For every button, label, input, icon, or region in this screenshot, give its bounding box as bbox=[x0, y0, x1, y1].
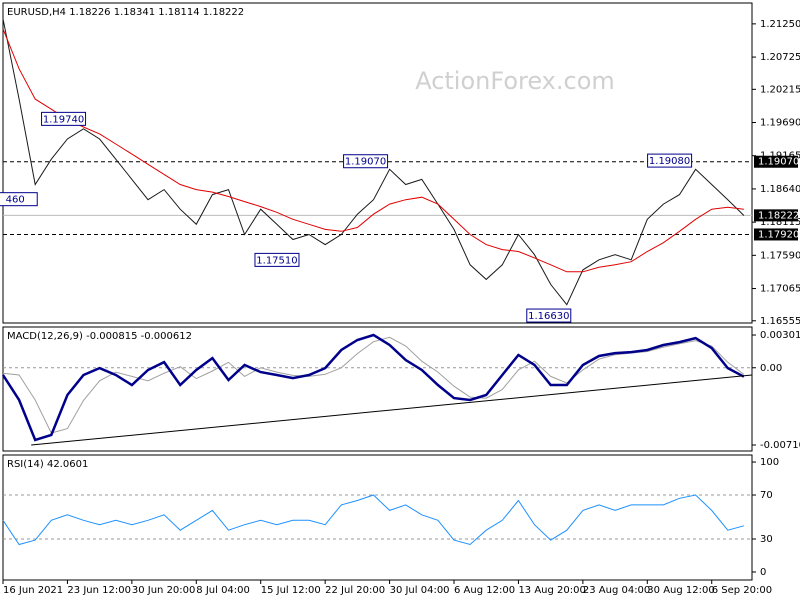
panel-frame bbox=[2, 2, 753, 324]
price-label: 1.19070 bbox=[758, 157, 799, 168]
annotation-label: 1.19080 bbox=[649, 156, 690, 167]
annotation-label: 1.19070 bbox=[345, 157, 386, 168]
price-label: 1.18222 bbox=[758, 210, 799, 221]
series-line bbox=[1, 333, 745, 442]
x-tick-label: 22 Jul 20:00 bbox=[325, 585, 385, 596]
y-tick-label: 100 bbox=[760, 457, 779, 468]
y-tick-label: 1.17065 bbox=[760, 284, 800, 295]
price-label-box bbox=[754, 155, 798, 168]
y-tick-label: 1.18640 bbox=[760, 184, 800, 195]
series-line bbox=[2, 494, 745, 546]
x-tick-label: 6 Sep 20:00 bbox=[712, 585, 772, 596]
series-line bbox=[2, 18, 745, 306]
annotation-box bbox=[41, 111, 87, 126]
x-tick-label: 30 Jun 20:00 bbox=[132, 585, 196, 596]
annotation-label: 1.16630 bbox=[528, 311, 569, 322]
annotation-label: 1.19740 bbox=[43, 114, 84, 125]
y-tick-label: 1.18115 bbox=[760, 217, 800, 228]
panel-frame bbox=[2, 326, 753, 452]
x-tick-label: 13 Aug 20:00 bbox=[518, 585, 585, 596]
y-tick-label: -0.007109 bbox=[760, 440, 800, 451]
x-tick-label: 23 Aug 04:00 bbox=[583, 585, 650, 596]
y-tick-label: 1.20725 bbox=[760, 52, 800, 63]
x-tick-label: 30 Aug 12:00 bbox=[647, 585, 714, 596]
price-label-box bbox=[754, 228, 798, 241]
x-tick-label: 23 Jun 12:00 bbox=[67, 585, 131, 596]
y-tick-label: 0 bbox=[760, 567, 766, 578]
watermark: ActionForex.com bbox=[415, 67, 615, 95]
y-tick-label: 1.19690 bbox=[760, 118, 800, 129]
panel-title: EURUSD,H4 1.18226 1.18341 1.18114 1.1822… bbox=[7, 7, 244, 18]
panel-title: RSI(14) 42.0601 bbox=[7, 459, 88, 470]
x-tick-label: 6 Aug 12:00 bbox=[454, 585, 515, 596]
y-tick-label: 1.21250 bbox=[760, 19, 800, 30]
price-label: 1.17920 bbox=[758, 229, 799, 240]
series-line bbox=[31, 374, 753, 446]
x-tick-label: 16 Jun 2021 bbox=[3, 585, 63, 596]
y-tick-label: 1.16555 bbox=[760, 316, 800, 327]
y-tick-label: 0.00 bbox=[760, 363, 782, 374]
annotation-box bbox=[526, 308, 572, 323]
price-label-box bbox=[754, 209, 798, 222]
x-tick-label: 8 Jul 04:00 bbox=[196, 585, 250, 596]
series-line bbox=[2, 336, 745, 434]
y-tick-label: 1.20215 bbox=[760, 84, 800, 95]
y-tick-label: 70 bbox=[760, 490, 773, 501]
annotation-label: 1.17510 bbox=[256, 255, 297, 266]
y-tick-label: 0.003012 bbox=[760, 330, 800, 341]
x-tick-label: 30 Jul 04:00 bbox=[390, 585, 450, 596]
x-tick-label: 15 Jul 12:00 bbox=[261, 585, 321, 596]
panel-title: MACD(12,26,9) -0.000815 -0.000612 bbox=[7, 331, 192, 342]
annotation-label: 460 bbox=[6, 195, 25, 206]
annotation-box bbox=[254, 252, 300, 267]
y-tick-label: 30 bbox=[760, 534, 773, 545]
series-line bbox=[2, 28, 744, 273]
annotation-box bbox=[343, 154, 389, 169]
y-tick-label: 1.17590 bbox=[760, 250, 800, 261]
annotation-box bbox=[647, 153, 693, 168]
panel-frame bbox=[2, 454, 753, 581]
annotation-box bbox=[0, 192, 38, 207]
